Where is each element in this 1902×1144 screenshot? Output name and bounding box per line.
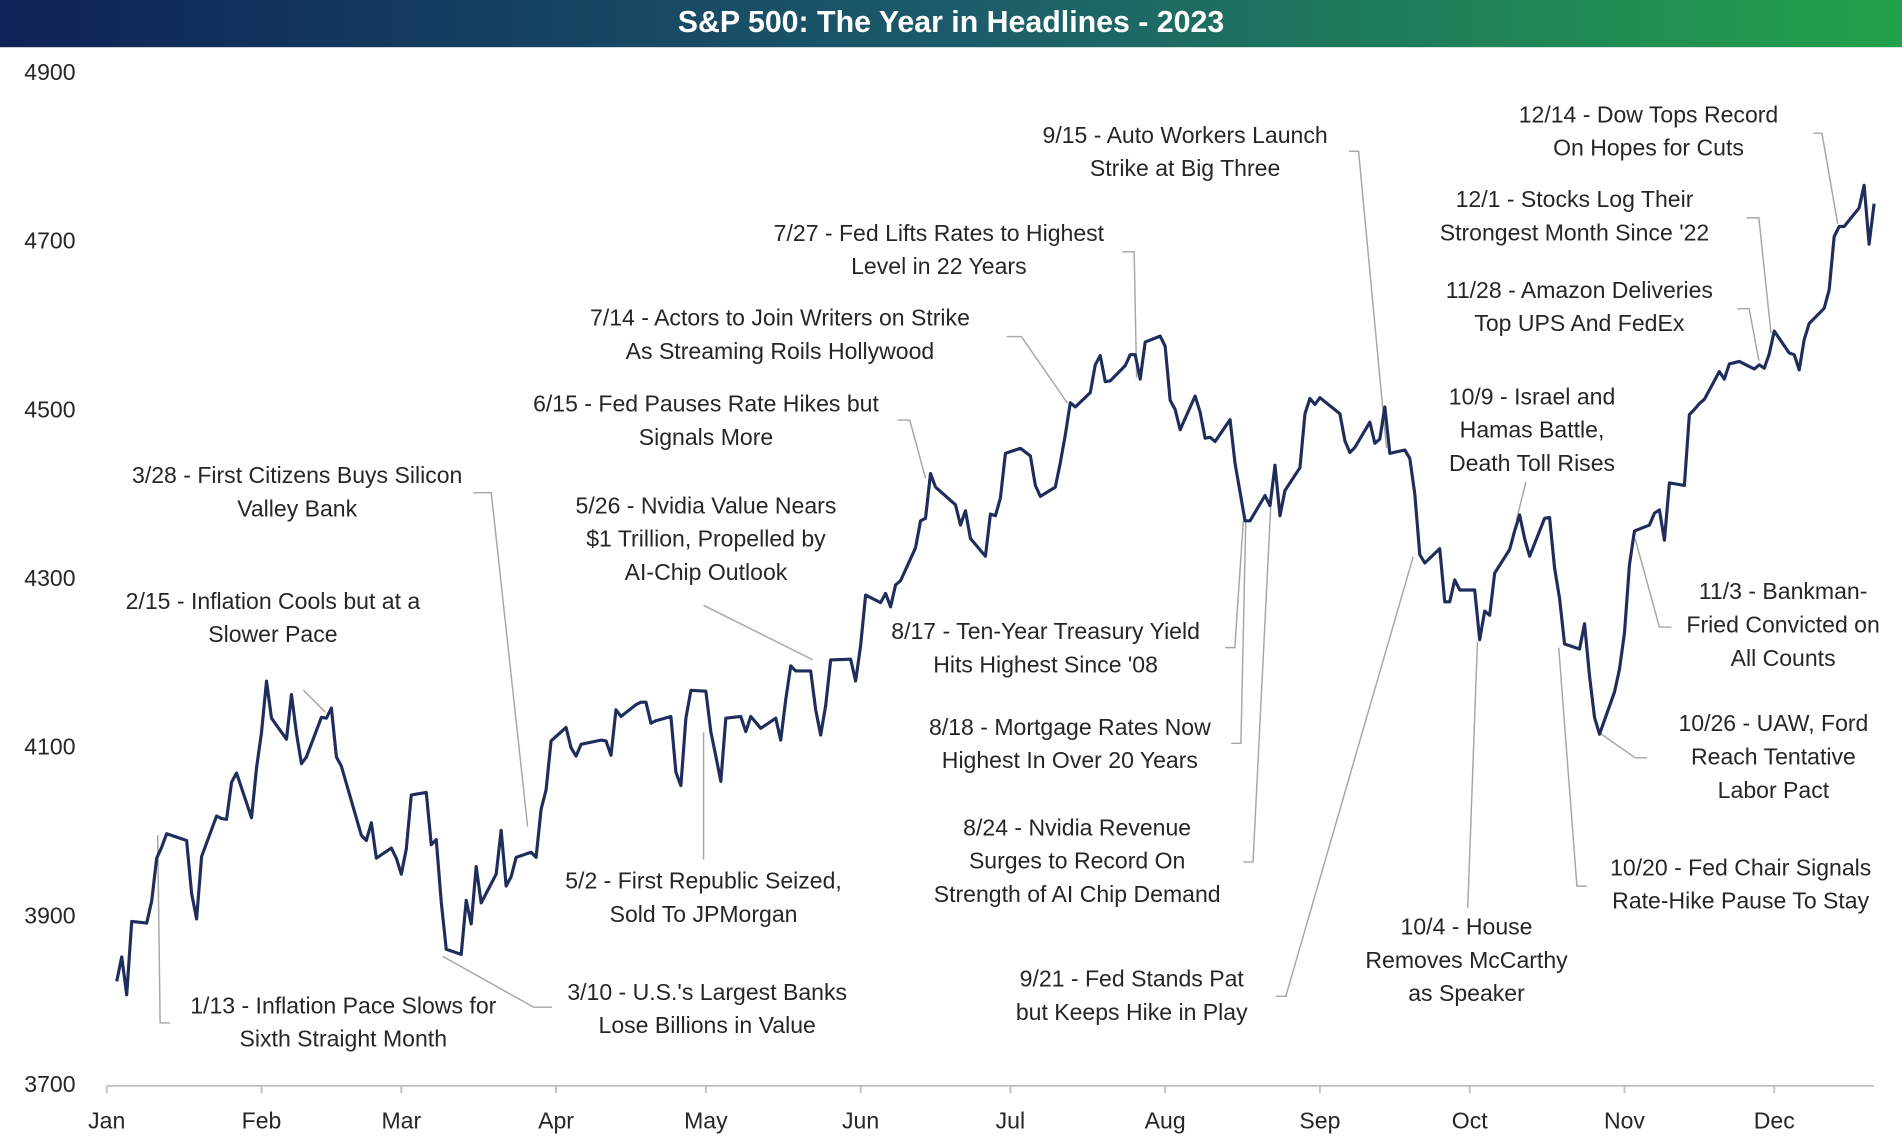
y-tick-label: 4500 [24, 396, 75, 422]
annotation: Lose Billions in Value [599, 1012, 816, 1038]
annotation: 10/9 - Israel and [1449, 383, 1615, 409]
leader-line [1746, 217, 1772, 333]
leader-line [1467, 641, 1479, 908]
leader-line [1225, 520, 1245, 649]
y-tick-label: 4100 [24, 734, 75, 760]
annotation: Sixth Straight Month [240, 1026, 447, 1052]
annotation: 7/14 - Actors to Join Writers on Strike [590, 305, 970, 331]
leader-line [1276, 556, 1414, 998]
leader-line [1737, 307, 1760, 361]
annotation: Death Toll Rises [1449, 450, 1615, 476]
y-tick-label: 3700 [24, 1071, 75, 1097]
y-tick-label: 4900 [24, 59, 75, 85]
x-tick-label: Jul [996, 1107, 1025, 1133]
annotation: Top UPS And FedEx [1474, 310, 1685, 336]
x-tick-label: Sep [1299, 1107, 1340, 1133]
annotation: 3/10 - U.S.'s Largest Banks [567, 979, 847, 1005]
annotation: Labor Pact [1718, 777, 1830, 803]
annotation: $1 Trillion, Propelled by [586, 526, 826, 552]
leader-line [156, 835, 170, 1024]
annotation: 12/14 - Dow Tops Record [1519, 101, 1779, 127]
annotation: 8/18 - Mortgage Rates Now [929, 714, 1211, 740]
x-tick-label: Nov [1604, 1107, 1645, 1133]
x-tick-label: Jun [842, 1107, 879, 1133]
leader-line [897, 419, 927, 479]
annotation: Surges to Record On [969, 848, 1185, 874]
x-tick-label: Aug [1145, 1107, 1186, 1133]
annotation: 10/4 - House [1401, 914, 1533, 940]
annotation: as Speaker [1408, 980, 1525, 1006]
leader-line [1634, 538, 1672, 628]
annotation: 6/15 - Fed Pauses Rate Hikes but [533, 391, 879, 417]
annotation: Strike at Big Three [1090, 155, 1280, 181]
annotation: Rate-Hike Pause To Stay [1612, 888, 1869, 914]
leader-line [1348, 150, 1388, 448]
leader-line [302, 689, 326, 713]
annotation: 7/27 - Fed Lifts Rates to Highest [774, 220, 1105, 246]
annotation: 10/20 - Fed Chair Signals [1610, 854, 1871, 880]
y-tick-label: 4700 [24, 228, 75, 254]
annotation: Hits Highest Since '08 [933, 652, 1158, 678]
annotation: Hamas Battle, [1460, 417, 1605, 443]
annotation: Removes McCarthy [1365, 947, 1568, 973]
annotation: Strength of AI Chip Demand [934, 881, 1221, 907]
leader-line [1231, 520, 1247, 745]
annotation: 8/24 - Nvidia Revenue [963, 814, 1191, 840]
leader-line [1122, 251, 1138, 378]
annotation: but Keeps Hike in Play [1016, 999, 1248, 1025]
annotation: 2/15 - Inflation Cools but at a [126, 588, 421, 614]
annotation: Signals More [639, 424, 773, 450]
annotation: Strongest Month Since '22 [1440, 219, 1710, 245]
x-tick-label: Mar [381, 1107, 421, 1133]
leader-line [1598, 731, 1648, 759]
price-line [115, 183, 1876, 997]
leader-line [442, 955, 552, 1008]
annotation: 9/15 - Auto Workers Launch [1043, 122, 1328, 148]
annotation: 10/26 - UAW, Ford [1678, 710, 1868, 736]
annotation: AI-Chip Outlook [625, 559, 788, 585]
annotation: As Streaming Roils Hollywood [626, 338, 935, 364]
annotation: Valley Bank [237, 495, 357, 521]
annotation: Level in 22 Years [851, 253, 1027, 279]
annotation: 5/26 - Nvidia Value Nears [576, 492, 837, 518]
annotation: Highest In Over 20 Years [942, 747, 1198, 773]
leader-line [1243, 496, 1272, 863]
chart-title: S&P 500: The Year in Headlines - 2023 [678, 6, 1224, 39]
title-bar [0, 0, 1902, 48]
annotation: Fried Convicted on [1686, 612, 1879, 638]
annotation: Sold To JPMorgan [610, 901, 798, 927]
leader-line [1557, 647, 1587, 887]
annotation: 8/17 - Ten-Year Treasury Yield [891, 618, 1200, 644]
leader-line [703, 604, 814, 661]
leader-line [473, 491, 529, 827]
y-tick-label: 4300 [24, 565, 75, 591]
annotation: Slower Pace [208, 621, 337, 647]
annotation: On Hopes for Cuts [1553, 135, 1744, 161]
y-tick-label: 3900 [24, 902, 75, 928]
annotation: 5/2 - First Republic Seized, [565, 868, 842, 894]
annotation: 12/1 - Stocks Log Their [1456, 186, 1694, 212]
x-tick-label: Apr [538, 1107, 574, 1133]
annotation: 11/28 - Amazon Deliveries [1446, 277, 1713, 303]
annotation: 9/21 - Fed Stands Pat [1020, 966, 1245, 992]
annotation: Reach Tentative [1691, 744, 1856, 770]
annotation: 1/13 - Inflation Pace Slows for [190, 992, 496, 1018]
x-tick-label: May [684, 1107, 728, 1133]
leader-line [1006, 335, 1069, 404]
annotation: All Counts [1731, 645, 1836, 671]
leader-line [1813, 132, 1839, 225]
x-tick-label: Feb [242, 1107, 282, 1133]
annotation: 3/28 - First Citizens Buys Silicon [132, 462, 462, 488]
annotation: 11/3 - Bankman- [1699, 578, 1868, 604]
x-tick-label: Oct [1452, 1107, 1488, 1133]
x-tick-label: Jan [88, 1107, 125, 1133]
leader-line [1515, 481, 1527, 521]
x-tick-label: Dec [1754, 1107, 1795, 1133]
